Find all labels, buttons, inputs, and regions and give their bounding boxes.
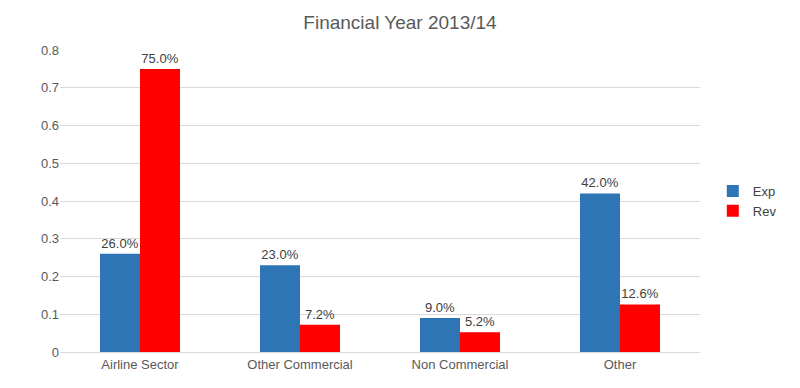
svg-text:Other: Other <box>604 357 637 372</box>
svg-text:0.3: 0.3 <box>41 231 59 246</box>
svg-text:7.2%: 7.2% <box>305 307 335 322</box>
svg-text:9.0%: 9.0% <box>425 300 455 315</box>
svg-text:42.0%: 42.0% <box>581 175 618 190</box>
svg-text:0: 0 <box>52 345 59 360</box>
svg-text:Exp: Exp <box>753 184 775 199</box>
svg-text:Non Commercial: Non Commercial <box>412 357 509 372</box>
svg-text:Other Commercial: Other Commercial <box>247 357 353 372</box>
svg-text:0.6: 0.6 <box>41 118 59 133</box>
svg-text:75.0%: 75.0% <box>141 51 178 66</box>
svg-text:5.2%: 5.2% <box>465 314 495 329</box>
svg-text:0.8: 0.8 <box>41 43 59 58</box>
svg-text:23.0%: 23.0% <box>261 247 298 262</box>
svg-text:0.5: 0.5 <box>41 156 59 171</box>
svg-text:26.0%: 26.0% <box>101 236 138 251</box>
svg-text:12.6%: 12.6% <box>621 286 658 301</box>
svg-text:0.7: 0.7 <box>41 80 59 95</box>
svg-text:0.1: 0.1 <box>41 307 59 322</box>
svg-text:0.2: 0.2 <box>41 269 59 284</box>
svg-text:0.4: 0.4 <box>41 194 59 209</box>
svg-text:Rev: Rev <box>753 204 777 219</box>
svg-text:Financial Year 2013/14: Financial Year 2013/14 <box>303 12 497 33</box>
svg-text:Airline Sector: Airline Sector <box>101 357 179 372</box>
